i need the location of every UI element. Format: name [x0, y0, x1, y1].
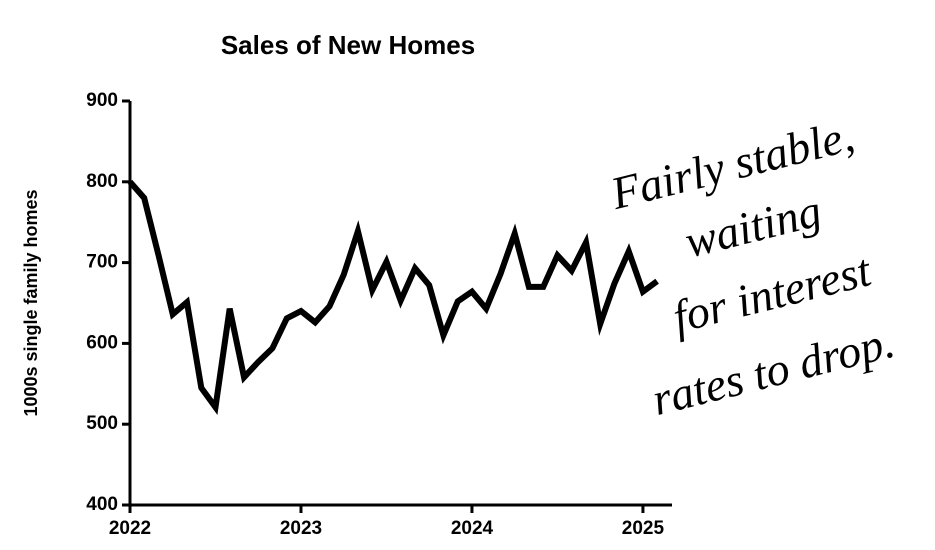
line-series: [127, 179, 659, 415]
x-tick-label: 2024: [451, 518, 494, 539]
y-tick-label: 500: [86, 413, 118, 434]
y-tick-label: 400: [86, 494, 118, 515]
x-tick-label: 2025: [622, 518, 665, 539]
chart-title: Sales of New Homes: [221, 30, 475, 60]
y-tick-label: 600: [86, 332, 118, 353]
x-tick-label: 2022: [109, 518, 151, 539]
x-tick-label: 2023: [280, 518, 322, 539]
y-tick-label: 900: [86, 90, 118, 111]
y-tick-label: 700: [86, 252, 118, 273]
annotation: Fairly stable, waiting for interest rate…: [605, 109, 900, 425]
y-tick-label: 800: [86, 171, 118, 192]
y-axis-label: 1000s single family homes: [21, 189, 41, 416]
annotation-line: Fairly stable,: [605, 109, 859, 219]
